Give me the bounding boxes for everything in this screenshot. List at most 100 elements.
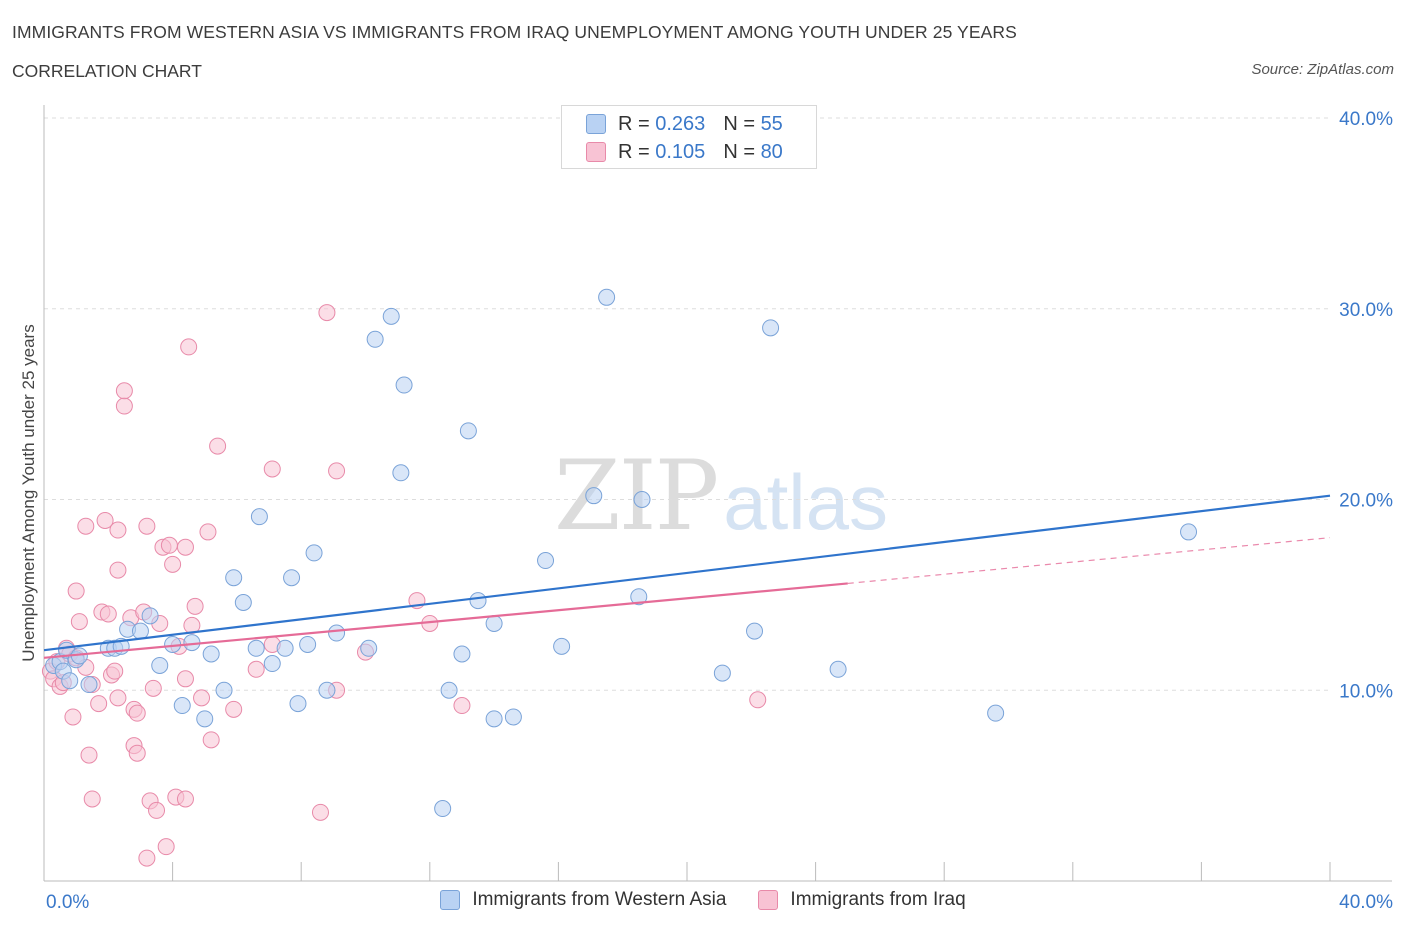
data-point-western-asia [633, 491, 651, 508]
series-swatch-blue [440, 890, 461, 910]
data-point-iraq [96, 511, 114, 529]
y-tick-label: 40.0% [1339, 109, 1393, 130]
legend-row-western-asia: R = 0.263 N = 55 [586, 112, 783, 136]
data-point-iraq [109, 561, 127, 579]
data-point-iraq [263, 460, 281, 478]
data-point-iraq [176, 538, 194, 556]
data-point-western-asia [630, 588, 648, 606]
data-point-iraq [749, 691, 767, 709]
data-point-western-asia [440, 681, 458, 699]
data-point-western-asia [459, 422, 477, 440]
series-legend-item-western-asia: Immigrants from Western Asia [440, 889, 726, 911]
data-point-iraq [144, 679, 162, 697]
data-point-western-asia [299, 635, 317, 653]
data-point-western-asia [713, 664, 731, 682]
data-point-western-asia [434, 800, 452, 818]
data-point-western-asia [382, 307, 400, 325]
data-point-iraq [138, 517, 156, 535]
data-point-western-asia [392, 464, 410, 482]
y-tick-label: 10.0% [1339, 681, 1393, 702]
data-point-iraq [128, 704, 146, 722]
y-tick-label: 30.0% [1339, 300, 1393, 321]
data-point-western-asia [469, 592, 487, 610]
data-point-western-asia [328, 624, 346, 642]
legend-swatch-blue [586, 114, 606, 134]
x-tick-label: 0.0% [46, 892, 89, 913]
data-point-iraq [138, 849, 156, 867]
data-point-iraq [453, 697, 471, 715]
data-point-iraq [176, 790, 194, 808]
data-point-iraq [225, 700, 243, 718]
data-point-iraq [199, 523, 217, 541]
data-point-iraq [115, 397, 133, 415]
data-point-western-asia [746, 622, 764, 640]
legend-r-value: 0.263 [655, 112, 706, 135]
trend-line-western-asia [43, 494, 1331, 652]
data-point-western-asia [305, 544, 323, 562]
data-point-western-asia [283, 569, 301, 587]
data-point-western-asia [318, 681, 336, 699]
data-point-western-asia [366, 330, 384, 348]
data-point-western-asia [395, 376, 413, 394]
legend-n-value: 55 [760, 112, 783, 135]
data-point-western-asia [585, 487, 603, 505]
legend-n-value: 80 [760, 140, 783, 163]
data-point-western-asia [537, 552, 555, 570]
series-legend: Immigrants from Western Asia Immigrants … [0, 889, 1406, 911]
legend-row-iraq: R = 0.105 N = 80 [586, 140, 783, 164]
data-point-western-asia [250, 508, 268, 526]
legend-r-label: R = [618, 112, 650, 135]
data-point-iraq [77, 517, 95, 535]
data-point-western-asia [553, 637, 571, 655]
data-point-western-asia [131, 622, 149, 640]
data-point-iraq [157, 838, 175, 856]
data-point-western-asia [61, 672, 79, 690]
data-point-iraq [109, 521, 127, 539]
data-point-iraq [109, 689, 127, 707]
data-point-iraq [186, 597, 204, 615]
series-swatch-pink [758, 890, 779, 910]
data-point-western-asia [360, 639, 378, 657]
data-point-western-asia [276, 639, 294, 657]
data-point-iraq [247, 660, 265, 678]
chart-subtitle: CORRELATION CHART [12, 61, 202, 81]
y-tick-label: 20.0% [1339, 491, 1393, 512]
source-note: Source: ZipAtlas.com [1251, 61, 1394, 78]
data-point-western-asia [247, 639, 265, 657]
data-point-western-asia [598, 288, 616, 306]
data-point-iraq [106, 662, 124, 680]
data-point-iraq [148, 801, 166, 819]
y-axis-title: Unemployment Among Youth under 25 years [19, 324, 38, 661]
legend-swatch-pink [586, 142, 606, 162]
data-point-iraq [164, 555, 182, 573]
x-tick-label: 40.0% [1339, 892, 1393, 913]
chart-title: IMMIGRANTS FROM WESTERN ASIA VS IMMIGRAN… [12, 22, 1017, 42]
data-point-western-asia [141, 607, 159, 625]
series-legend-item-iraq: Immigrants from Iraq [758, 889, 966, 911]
data-point-western-asia [202, 645, 220, 663]
data-point-western-asia [263, 655, 281, 673]
series-legend-label: Immigrants from Iraq [790, 889, 966, 910]
data-point-western-asia [485, 614, 503, 632]
data-point-western-asia [1180, 523, 1198, 541]
data-point-iraq [83, 790, 101, 808]
data-point-iraq [67, 582, 85, 600]
data-point-western-asia [987, 704, 1005, 722]
data-point-western-asia [762, 319, 780, 337]
watermark-atlas: atlas [723, 458, 888, 546]
series-legend-label: Immigrants from Western Asia [472, 889, 727, 910]
data-point-western-asia [173, 697, 191, 715]
data-point-western-asia [289, 695, 307, 713]
data-point-western-asia [151, 656, 169, 674]
data-point-iraq [209, 437, 227, 455]
data-point-western-asia [485, 710, 503, 728]
data-point-iraq [328, 462, 346, 480]
trend-line-iraq [43, 582, 848, 659]
data-point-iraq [193, 689, 211, 707]
data-point-iraq [318, 304, 336, 322]
data-point-western-asia [80, 676, 98, 694]
data-point-iraq [176, 670, 194, 688]
data-point-western-asia [196, 710, 214, 728]
data-point-western-asia [453, 645, 471, 663]
